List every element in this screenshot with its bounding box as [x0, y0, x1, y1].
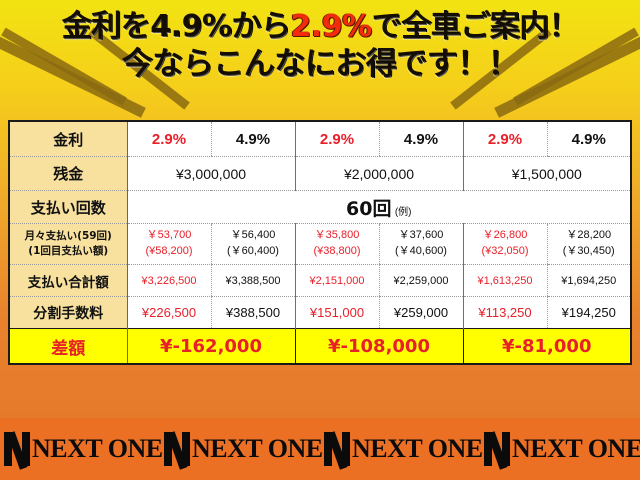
brand-item: NEXT ONE — [0, 431, 163, 470]
pricing-table: 金利 2.9% 4.9% 2.9% 4.9% 2.9% 4.9% 残金 ¥3,0… — [10, 122, 630, 363]
cell-monthly-1: ￥56,400 (￥60,400) — [210, 223, 295, 265]
table-row-balance: 残金 ¥3,000,000 ¥2,000,000 ¥1,500,000 — [10, 156, 630, 191]
headline-text-a: 金利を4.9%から — [61, 9, 291, 44]
cell-interest-2: 2.9% — [294, 122, 379, 157]
headline-text-b: で全車ご案内！ — [371, 9, 579, 44]
cell-interest-5: 4.9% — [546, 122, 630, 157]
brand-item: NEXT ONE — [160, 431, 323, 470]
cell-total-0: ¥3,226,500 — [126, 264, 211, 297]
brand-item: NEXT ONE — [320, 431, 483, 470]
monthly-amount-3: ￥37,600 — [398, 229, 444, 242]
table-row-interest: 金利 2.9% 4.9% 2.9% 4.9% 2.9% 4.9% — [10, 122, 630, 157]
brand-name: NEXT ONE — [352, 434, 483, 463]
monthly-initial-0: (¥58,200) — [145, 245, 193, 257]
monthly-amount-4: ￥26,800 — [482, 229, 528, 242]
row-label-total: 支払い合計額 — [10, 264, 128, 297]
cell-monthly-0: ￥53,700 (¥58,200) — [126, 223, 211, 265]
monthly-amount-2: ￥35,800 — [314, 229, 360, 242]
cell-installments-value-group: 60回 (例) — [126, 190, 630, 224]
row-label-monthly-line1: 月々支払い(59回) — [24, 229, 112, 242]
monthly-initial-5: (￥30,450) — [562, 245, 615, 257]
next-one-n-logo-icon — [484, 431, 510, 470]
table-row-installments: 支払い回数 60回 (例) — [10, 190, 630, 224]
table-row-installment-fee: 分割手数料 ¥226,500 ¥388,500 ¥151,000 ¥259,00… — [10, 296, 630, 329]
cell-difference-1: ¥-108,000 — [294, 328, 463, 363]
table-row-monthly-payment: 月々支払い(59回) (1回目支払い額) ￥53,700 (¥58,200) ￥… — [10, 223, 630, 265]
cell-total-1: ¥3,388,500 — [210, 264, 295, 297]
cell-fee-1: ¥388,500 — [210, 296, 295, 329]
cell-interest-1: 4.9% — [210, 122, 295, 157]
headline-line-1: 金利を4.9%から2.9%で全車ご案内！ — [0, 10, 640, 44]
cell-fee-2: ¥151,000 — [294, 296, 379, 329]
next-one-n-logo-icon — [4, 431, 30, 470]
row-label-fee: 分割手数料 — [10, 296, 128, 329]
pricing-table-wrapper: 金利 2.9% 4.9% 2.9% 4.9% 2.9% 4.9% 残金 ¥3,0… — [8, 120, 632, 365]
row-label-difference: 差額 — [10, 328, 128, 363]
row-label-installments: 支払い回数 — [10, 190, 128, 224]
monthly-amount-5: ￥28,200 — [566, 229, 612, 242]
cell-balance-0: ¥3,000,000 — [126, 156, 295, 191]
installments-count: 60回 — [346, 197, 392, 220]
cell-monthly-5: ￥28,200 (￥30,450) — [546, 223, 630, 265]
row-label-interest: 金利 — [10, 122, 128, 157]
monthly-amount-1: ￥56,400 — [230, 229, 276, 242]
cell-interest-0: 2.9% — [126, 122, 211, 157]
installments-note: (例) — [394, 206, 412, 218]
table-row-difference: 差額 ¥-162,000 ¥-108,000 ¥-81,000 — [10, 328, 630, 363]
row-label-balance: 残金 — [10, 156, 128, 191]
brand-item: NEXT ONE — [480, 431, 640, 470]
cell-monthly-3: ￥37,600 (￥40,600) — [378, 223, 463, 265]
brand-name: NEXT ONE — [512, 434, 640, 463]
cell-monthly-4: ￥26,800 (¥32,050) — [462, 223, 547, 265]
cell-difference-0: ¥-162,000 — [126, 328, 295, 363]
monthly-initial-3: (￥40,600) — [395, 245, 447, 257]
monthly-initial-2: (¥38,800) — [313, 245, 361, 257]
row-label-monthly: 月々支払い(59回) (1回目支払い額) — [10, 223, 128, 265]
monthly-amount-0: ￥53,700 — [146, 229, 192, 242]
cell-total-3: ¥2,259,000 — [378, 264, 463, 297]
cell-fee-4: ¥113,250 — [462, 296, 547, 329]
next-one-n-logo-icon — [324, 431, 350, 470]
cell-interest-3: 4.9% — [378, 122, 463, 157]
cell-total-2: ¥2,151,000 — [294, 264, 379, 297]
headline-line-2: 今ならこんなにお得です！！ — [121, 45, 519, 82]
table-row-total-payment: 支払い合計額 ¥3,226,500 ¥3,388,500 ¥2,151,000 … — [10, 264, 630, 297]
cell-fee-5: ¥194,250 — [546, 296, 630, 329]
cell-fee-0: ¥226,500 — [126, 296, 211, 329]
cell-balance-2: ¥1,500,000 — [462, 156, 630, 191]
monthly-initial-4: (¥32,050) — [481, 245, 529, 257]
cell-interest-4: 2.9% — [462, 122, 547, 157]
brand-name: NEXT ONE — [192, 434, 323, 463]
cell-total-4: ¥1,613,250 — [462, 264, 547, 297]
brand-band: NEXT ONE NEXT ONE NEXT ONE NEXT ONE — [0, 418, 640, 480]
next-one-n-logo-icon — [164, 431, 190, 470]
cell-difference-2: ¥-81,000 — [462, 328, 630, 363]
row-label-monthly-line2: (1回目支払い額) — [28, 245, 109, 257]
monthly-initial-1: (￥60,400) — [227, 245, 279, 257]
headline-highlight-rate: 2.9% — [290, 9, 373, 44]
cell-total-5: ¥1,694,250 — [546, 264, 630, 297]
brand-name: NEXT ONE — [32, 434, 163, 463]
cell-balance-1: ¥2,000,000 — [294, 156, 463, 191]
cell-fee-3: ¥259,000 — [378, 296, 463, 329]
headline: 金利を4.9%から2.9%で全車ご案内！ 今ならこんなにお得です！！ — [0, 10, 640, 81]
cell-monthly-2: ￥35,800 (¥38,800) — [294, 223, 379, 265]
